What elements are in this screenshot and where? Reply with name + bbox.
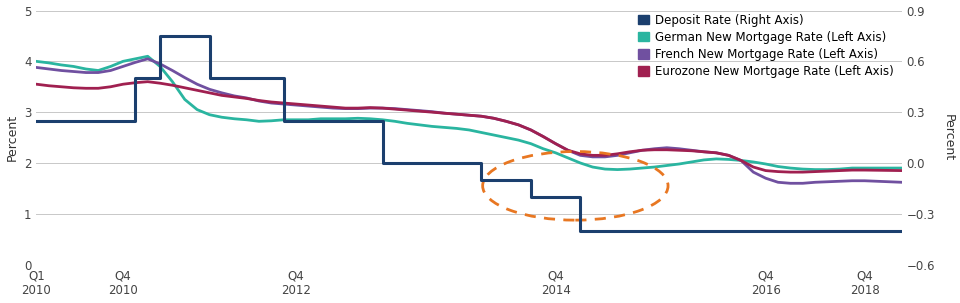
Legend: Deposit Rate (Right Axis), German New Mortgage Rate (Left Axis), French New Mort: Deposit Rate (Right Axis), German New Mo…: [636, 12, 896, 81]
Y-axis label: Percent: Percent: [6, 114, 18, 161]
Y-axis label: Percent: Percent: [942, 114, 954, 161]
